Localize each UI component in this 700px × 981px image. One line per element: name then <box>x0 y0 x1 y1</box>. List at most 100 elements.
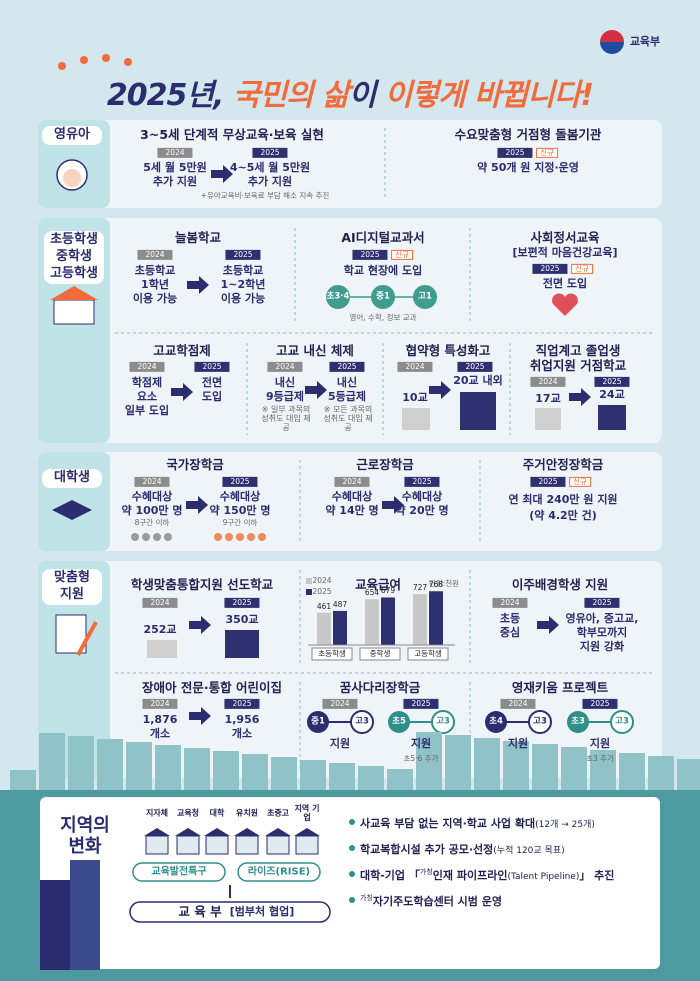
year-tag: 2024 <box>134 476 170 488</box>
icon-roof <box>265 828 291 836</box>
text: 3~5세 단계적 무상교육·보육 실현 <box>140 127 324 143</box>
text-line: 중학생 <box>56 248 92 264</box>
text-line: 수혜대상 <box>219 489 261 503</box>
title-part: 2025년, <box>106 78 224 113</box>
bullet-list: 사교육 부담 없는 지역·학교 사업 확대(12개 → 25개) 학교복합시설 추… <box>360 815 660 919</box>
grade-chip <box>326 285 350 309</box>
arrow <box>171 383 193 401</box>
year-tag: 2025 <box>532 263 568 275</box>
grade-label: 초3·4 <box>326 291 350 302</box>
year-tag: 2024 <box>157 147 193 159</box>
text-line: 고등학생 <box>50 265 98 281</box>
text: 고교학점제 <box>153 343 211 359</box>
year-tag: 2024 <box>322 698 358 710</box>
text-line: 추가 지원 <box>152 174 198 188</box>
badge: 신규 <box>391 249 413 261</box>
grade-chip <box>413 285 437 309</box>
ministry-logo-text: 교육부 <box>629 34 661 48</box>
actor-label: 유치원 <box>235 808 259 818</box>
year-tag: 2025 <box>224 698 260 710</box>
bullet-text: (Talent Pipeline) <box>507 872 580 882</box>
bar <box>333 610 347 645</box>
title-part: 이렇게 바뀝니다! <box>384 78 594 113</box>
text: +유아교육비·보육료 부담 해소 지속 추진 <box>200 190 330 200</box>
bullet-text: 사교육 부담 없는 지역·학교 사업 확대 <box>360 817 536 830</box>
icon-person <box>153 533 161 541</box>
year-tag: 2025 <box>457 361 493 373</box>
value-label: 654 <box>364 588 380 598</box>
year-tag: 2025 <box>252 147 288 159</box>
text-line: 4~5세 월 5만원 <box>229 160 311 174</box>
year-tag: 2025 <box>530 476 566 488</box>
text-line: 20교 내외 <box>453 373 503 387</box>
text: 늘봄학교 <box>174 230 222 246</box>
actor-label: 교육청 <box>176 808 200 818</box>
text-line: 중심 <box>499 625 521 639</box>
actor-label: 초중고 <box>266 808 290 818</box>
text-line: 이용 가능 <box>132 291 178 305</box>
range-chip <box>350 710 374 734</box>
unit-note: 단위:천원 <box>428 578 460 588</box>
text: 8구간 이하 <box>134 517 170 527</box>
ministry-label: 교 육 부 <box>178 904 222 920</box>
text: 꿈사다리장학금 <box>339 680 421 696</box>
text-line: 영유아, 중고교, <box>565 611 639 625</box>
value-label: 461 <box>316 601 332 611</box>
year-tag: 2025 <box>225 249 261 261</box>
text: 협약형 특성화고 <box>405 343 491 359</box>
badge: 신규 <box>571 263 593 275</box>
label-pill <box>42 569 102 605</box>
bar <box>365 599 379 645</box>
text-line: 1,956 <box>224 712 260 726</box>
note: ※ 일부 과목의 성취도 대입 제공 <box>261 404 311 432</box>
text-line: 지원 <box>60 586 84 602</box>
range-chip <box>567 711 589 733</box>
text: 초5·6 추가 <box>403 753 439 763</box>
text-line: 10교 <box>402 390 428 404</box>
title-part: 이 <box>348 78 377 113</box>
illustrative-bar <box>147 640 177 658</box>
icon-roof <box>294 828 320 836</box>
text: 고교 내신 체제 <box>276 343 354 359</box>
bar <box>413 594 427 645</box>
label-pill <box>42 469 102 488</box>
program-label: 라이즈(RISE) <box>247 866 311 878</box>
text-line: 24교 <box>599 387 625 401</box>
icon-person <box>258 533 266 541</box>
dot <box>102 54 110 62</box>
bullet-text: (12개 → 25개) <box>535 820 595 830</box>
subtitle: [보편적 마음건강교육] <box>512 245 618 259</box>
arrow <box>211 165 233 183</box>
arrow <box>187 276 209 294</box>
text-line: 개소 <box>231 726 253 740</box>
year-tag: 2025 <box>497 147 533 159</box>
year-tag: 2024 <box>137 249 173 261</box>
range-chip <box>388 711 410 733</box>
text-line: 요소 <box>136 389 158 403</box>
bar <box>317 612 331 645</box>
text-line: 맞춤형 <box>54 569 90 585</box>
dot <box>58 62 66 70</box>
category-box <box>311 647 353 661</box>
arrow <box>189 707 211 725</box>
title-part: 국민의 삶 <box>232 78 350 113</box>
bullet-dot <box>349 819 355 825</box>
icon-heart <box>552 293 578 316</box>
year-tag: 2025 <box>352 249 388 261</box>
text: 사회정서교육 <box>530 230 600 246</box>
icon-person <box>142 533 150 541</box>
text-line: 지원 <box>329 736 351 750</box>
year-tag: 2024 <box>334 476 370 488</box>
range-chip <box>431 710 455 734</box>
year-tag: 2025 <box>404 476 440 488</box>
range-label: 초4 <box>489 716 503 727</box>
text-line: 일부 도입 <box>124 403 170 417</box>
range-label: 고3 <box>355 716 369 727</box>
icon-person <box>214 533 222 541</box>
text: AI디지털교과서 <box>341 230 425 246</box>
year-tag: 2024 <box>142 597 178 609</box>
text-line: 취업지원 거점학교 <box>529 358 627 374</box>
text-line: 이용 가능 <box>220 291 266 305</box>
text-line: 252교 <box>143 622 177 636</box>
